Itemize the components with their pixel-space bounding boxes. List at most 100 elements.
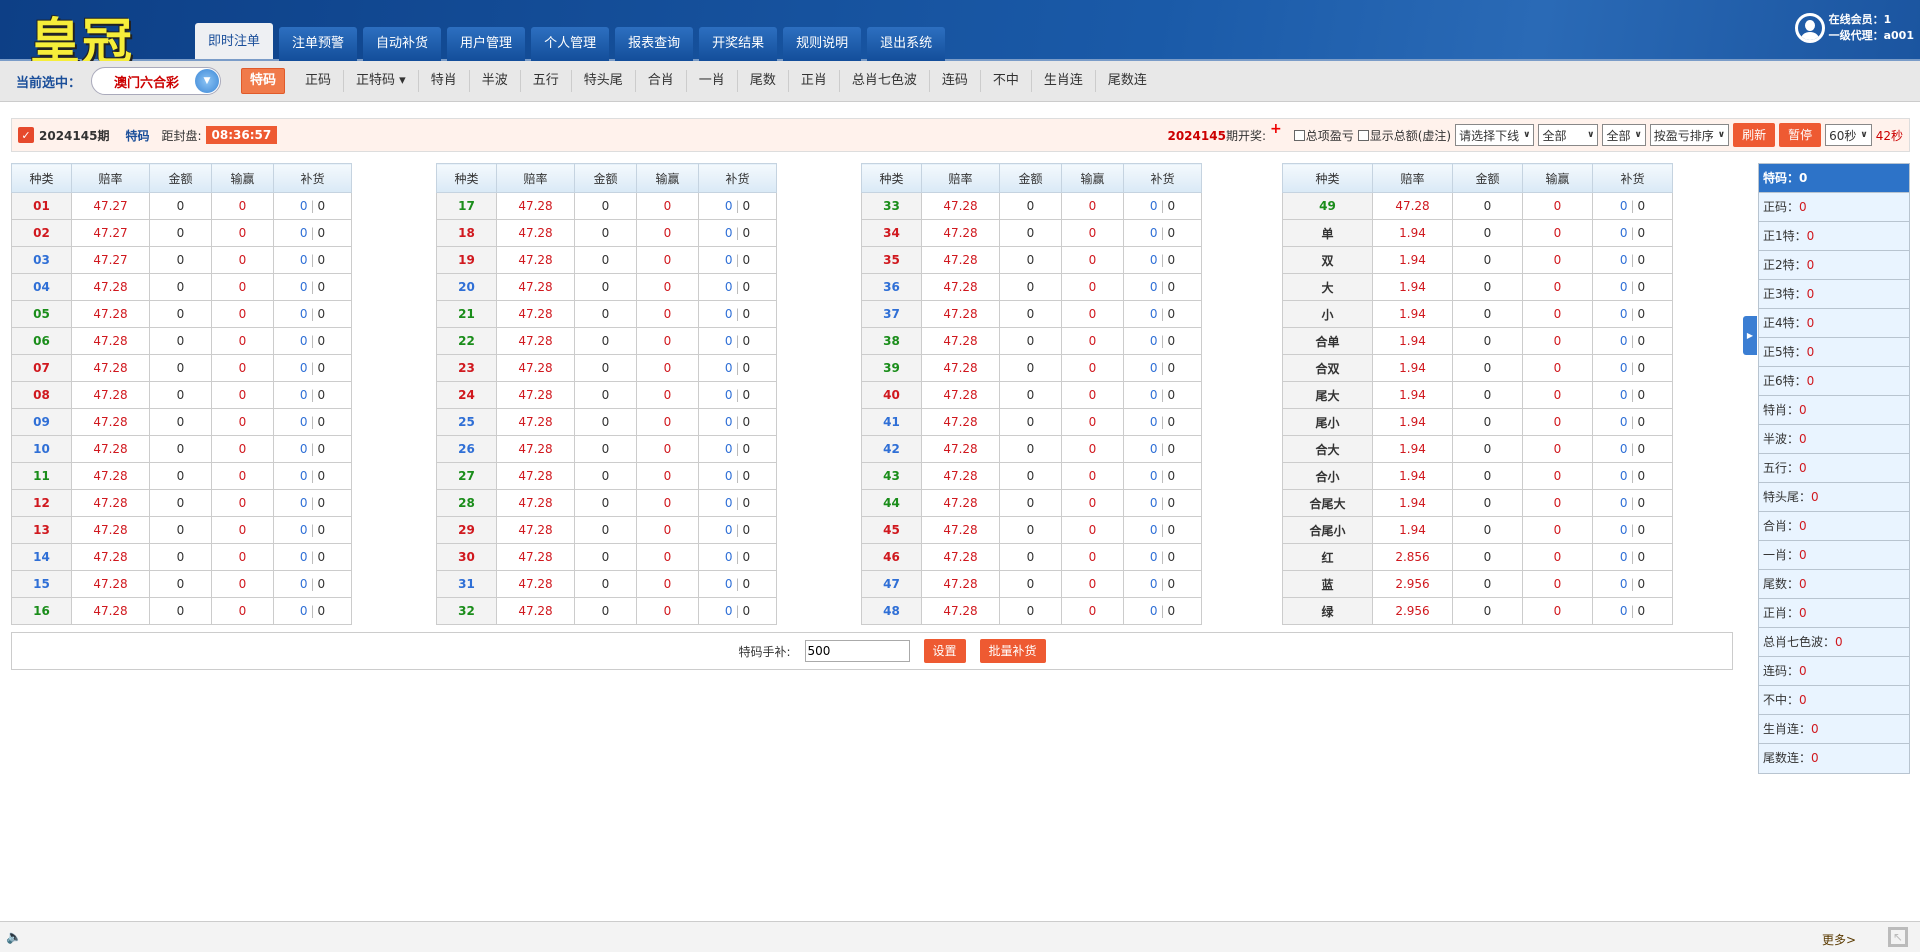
refill-link[interactable]: 0 — [1149, 523, 1158, 537]
odds-value[interactable]: 1.94 — [1372, 381, 1453, 409]
bet-type-tab-14[interactable]: 生肖连 — [1032, 70, 1096, 92]
refill-link[interactable]: 0 — [1149, 604, 1158, 618]
bet-type-tab-3[interactable]: 特肖 — [419, 70, 470, 92]
refill-link[interactable]: 0 — [724, 577, 733, 591]
tab-2[interactable]: 自动补货 — [363, 27, 442, 61]
refill-link[interactable]: 0 — [1149, 199, 1158, 213]
refill-link[interactable]: 0 — [1619, 226, 1628, 240]
refill-link[interactable]: 0 — [724, 307, 733, 321]
panel-toggle-icon[interactable]: ▶ — [1743, 316, 1757, 355]
refill-link[interactable]: 0 — [299, 415, 308, 429]
tab-7[interactable]: 规则说明 — [783, 27, 862, 61]
batch-refill-button[interactable]: 批量补货 — [979, 639, 1046, 663]
summary-item[interactable]: 不中：0 — [1759, 686, 1909, 715]
odds-value[interactable]: 47.28 — [71, 543, 150, 571]
odds-value[interactable]: 47.28 — [921, 462, 1000, 490]
bet-type-tab-5[interactable]: 五行 — [521, 70, 572, 92]
refill-link[interactable]: 0 — [724, 496, 733, 510]
refill-link[interactable]: 0 — [299, 577, 308, 591]
tab-0[interactable]: 即时注单 — [195, 23, 274, 59]
odds-value[interactable]: 47.28 — [496, 408, 575, 436]
refill-link[interactable]: 0 — [1149, 334, 1158, 348]
summary-item[interactable]: 半波：0 — [1759, 425, 1909, 454]
tab-8[interactable]: 退出系统 — [867, 27, 946, 61]
summary-item[interactable]: 正2特：0 — [1759, 251, 1909, 280]
odds-value[interactable]: 47.28 — [921, 435, 1000, 463]
summary-item[interactable]: 生肖连：0 — [1759, 715, 1909, 744]
odds-value[interactable]: 47.28 — [921, 381, 1000, 409]
odds-value[interactable]: 2.856 — [1372, 543, 1453, 571]
filter-select-2[interactable]: 全部 ∨ — [1602, 124, 1646, 146]
odds-value[interactable]: 1.94 — [1372, 435, 1453, 463]
summary-item[interactable]: 正1特：0 — [1759, 222, 1909, 251]
odds-value[interactable]: 47.28 — [71, 597, 150, 625]
summary-item[interactable]: 正肖：0 — [1759, 599, 1909, 628]
refill-link[interactable]: 0 — [724, 361, 733, 375]
refill-link[interactable]: 0 — [724, 523, 733, 537]
odds-value[interactable]: 47.28 — [921, 354, 1000, 382]
refill-link[interactable]: 0 — [1619, 307, 1628, 321]
refill-link[interactable]: 0 — [1149, 415, 1158, 429]
bet-type-tab-7[interactable]: 合肖 — [636, 70, 687, 92]
summary-item[interactable]: 总肖七色波：0 — [1759, 628, 1909, 657]
refill-link[interactable]: 0 — [724, 415, 733, 429]
refill-link[interactable]: 0 — [724, 226, 733, 240]
sort-select[interactable]: 按盈亏排序 ∨ — [1649, 124, 1730, 146]
summary-item[interactable]: 正3特：0 — [1759, 280, 1909, 309]
refill-link[interactable]: 0 — [1619, 469, 1628, 483]
refill-link[interactable]: 0 — [724, 253, 733, 267]
odds-value[interactable]: 47.28 — [71, 516, 150, 544]
refill-link[interactable]: 0 — [299, 469, 308, 483]
tab-1[interactable]: 注单预警 — [279, 27, 358, 61]
plus-icon[interactable]: + — [1269, 121, 1282, 137]
refill-link[interactable]: 0 — [1619, 523, 1628, 537]
refill-link[interactable]: 0 — [1149, 469, 1158, 483]
odds-value[interactable]: 47.28 — [71, 300, 150, 328]
odds-value[interactable]: 47.28 — [496, 354, 575, 382]
odds-value[interactable]: 1.94 — [1372, 300, 1453, 328]
odds-value[interactable]: 47.28 — [496, 381, 575, 409]
interval-select[interactable]: 60秒 ∨ — [1825, 124, 1872, 146]
refill-link[interactable]: 0 — [299, 307, 308, 321]
refill-link[interactable]: 0 — [724, 388, 733, 402]
odds-value[interactable]: 47.28 — [496, 516, 575, 544]
refill-link[interactable]: 0 — [299, 388, 308, 402]
odds-value[interactable]: 47.28 — [921, 516, 1000, 544]
odds-value[interactable]: 47.28 — [71, 273, 150, 301]
summary-item[interactable]: 合肖：0 — [1759, 512, 1909, 541]
bet-type-tab-8[interactable]: 一肖 — [687, 70, 738, 92]
summary-item[interactable]: 尾数连：0 — [1759, 744, 1909, 773]
odds-value[interactable]: 47.28 — [71, 489, 150, 517]
refill-link[interactable]: 0 — [299, 496, 308, 510]
refresh-button[interactable]: 刷新 — [1733, 123, 1776, 147]
refill-link[interactable]: 0 — [1619, 253, 1628, 267]
bet-type-tab-15[interactable]: 尾数连 — [1107, 73, 1147, 88]
bet-type-tab-11[interactable]: 总肖七色波 — [840, 70, 930, 92]
odds-value[interactable]: 47.28 — [921, 570, 1000, 598]
show-total-checkbox[interactable]: 显示总额(虚注) — [1357, 127, 1451, 144]
odds-value[interactable]: 47.28 — [71, 570, 150, 598]
refill-link[interactable]: 0 — [299, 199, 308, 213]
refill-link[interactable]: 0 — [1149, 388, 1158, 402]
odds-value[interactable]: 47.28 — [71, 462, 150, 490]
summary-item[interactable]: 特肖：0 — [1759, 396, 1909, 425]
bet-type-tab-12[interactable]: 连码 — [930, 70, 981, 92]
tab-6[interactable]: 开奖结果 — [699, 27, 778, 61]
refill-link[interactable]: 0 — [1149, 550, 1158, 564]
filter-select-1[interactable]: 全部 ∨ — [1538, 124, 1599, 146]
summary-item[interactable]: 特码：0 — [1759, 164, 1909, 193]
refill-link[interactable]: 0 — [299, 280, 308, 294]
bet-type-tab-13[interactable]: 不中 — [981, 70, 1032, 92]
odds-value[interactable]: 47.28 — [496, 435, 575, 463]
odds-value[interactable]: 1.94 — [1372, 489, 1453, 517]
odds-value[interactable]: 1.94 — [1372, 219, 1453, 247]
refill-link[interactable]: 0 — [1149, 442, 1158, 456]
bet-type-tab-0[interactable]: 特码 — [241, 68, 286, 94]
refill-link[interactable]: 0 — [724, 334, 733, 348]
refill-link[interactable]: 0 — [1619, 388, 1628, 402]
odds-value[interactable]: 47.28 — [71, 354, 150, 382]
refill-link[interactable]: 0 — [299, 523, 308, 537]
refill-link[interactable]: 0 — [1619, 199, 1628, 213]
refill-link[interactable]: 0 — [724, 604, 733, 618]
summary-item[interactable]: 连码：0 — [1759, 657, 1909, 686]
